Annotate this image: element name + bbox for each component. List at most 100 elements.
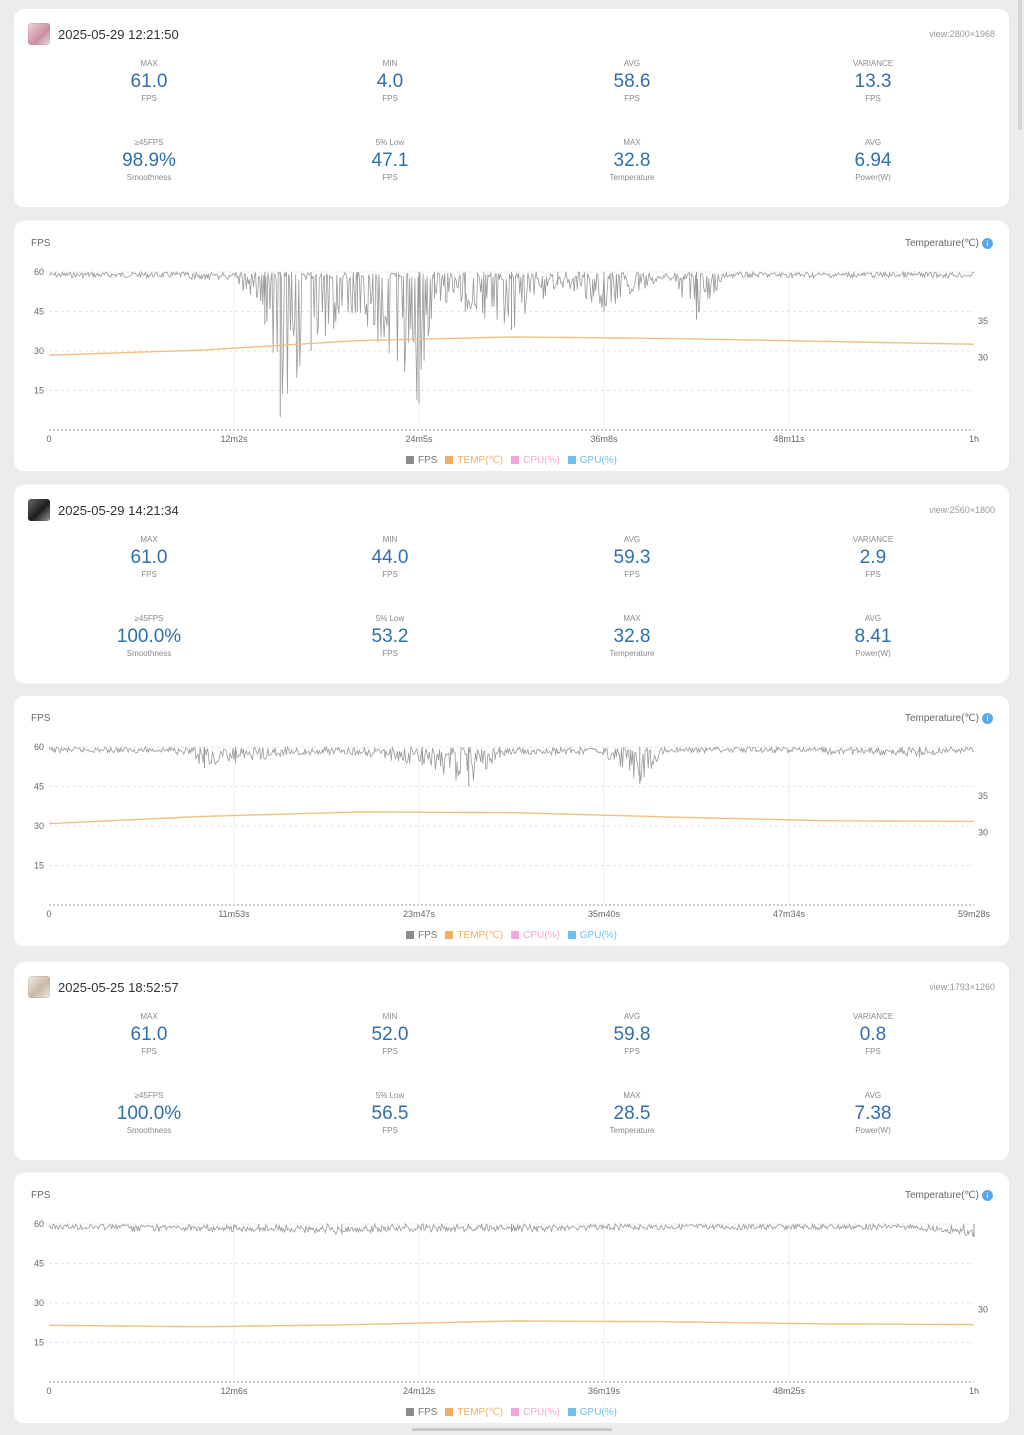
stat-label: MIN [382, 59, 398, 68]
legend-label: FPS [417, 929, 438, 941]
legend-swatch [511, 1408, 520, 1416]
legend-label: TEMP(℃) [457, 929, 504, 941]
stat-label: 5% Low [375, 1091, 405, 1100]
stat-label: 5% Low [375, 138, 405, 147]
stat-unit: FPS [624, 94, 640, 103]
stat-value: 32.8 [613, 626, 651, 647]
x-tick-label: 0 [46, 909, 51, 919]
stat-item: AVG 59.8 FPS [552, 1012, 712, 1057]
stat-item: 5% Low 47.1 FPS [310, 138, 470, 183]
stat-label: VARIANCE [852, 1012, 894, 1021]
stat-item: MAX 28.5 Temperature [552, 1091, 712, 1136]
stat-value: 61.0 [130, 1024, 168, 1045]
stat-unit: Temperature [609, 649, 655, 658]
stat-value: 98.9% [122, 150, 176, 171]
stat-unit: Power(W) [855, 1126, 891, 1135]
info-icon[interactable]: i [982, 713, 993, 724]
legend-item[interactable]: TEMP(℃) [445, 930, 503, 941]
legend-label: CPU(%) [523, 454, 560, 466]
stat-unit: FPS [624, 570, 640, 579]
stat-label: MIN [382, 1012, 398, 1021]
legend-label: CPU(%) [523, 1406, 560, 1418]
chart-legend: FPS TEMP(℃) CPU(%) GPU(%) [14, 930, 1009, 943]
scrollbar-thumb[interactable] [1018, 0, 1022, 130]
session-header: 2025-05-29 14:21:34 [28, 499, 179, 521]
session-datetime: 2025-05-29 14:21:34 [58, 502, 179, 518]
x-tick-label: 48m25s [773, 1386, 806, 1396]
y-tick-label: 15 [34, 386, 44, 396]
stat-label: MIN [382, 535, 398, 544]
legend-label: CPU(%) [523, 929, 560, 941]
stat-label: ≥45FPS [134, 1091, 164, 1100]
legend-item[interactable]: CPU(%) [511, 930, 560, 941]
stat-value: 59.3 [613, 547, 651, 568]
legend-item[interactable]: CPU(%) [511, 1407, 560, 1418]
legend-swatch [567, 456, 576, 464]
stat-unit: FPS [865, 94, 881, 103]
view-resolution: view:2560×1800 [929, 505, 995, 515]
stat-unit: FPS [865, 570, 881, 579]
stat-value: 8.41 [854, 626, 892, 647]
stat-unit: FPS [382, 94, 398, 103]
stat-unit: Power(W) [855, 649, 891, 658]
legend-swatch [405, 931, 414, 939]
legend-swatch [445, 1408, 454, 1416]
legend-item[interactable]: CPU(%) [511, 455, 560, 466]
x-tick-label: 35m40s [588, 909, 621, 919]
stat-label: MAX [140, 535, 158, 544]
stat-value: 6.94 [854, 150, 892, 171]
stat-value: 44.0 [371, 547, 409, 568]
x-tick-label: 0 [46, 434, 51, 444]
stat-value: 47.1 [371, 150, 409, 171]
stat-item: MAX 32.8 Temperature [552, 138, 712, 183]
character-avatar-dark [28, 499, 50, 521]
legend-item[interactable]: FPS [405, 929, 438, 941]
chart-left-title: FPS [31, 1190, 51, 1201]
character-avatar-pink [28, 23, 50, 45]
y-tick-label: 30 [34, 346, 44, 356]
session-stats-card: 2025-05-29 14:21:34 view:2560×1800 MAX 61… [14, 485, 1009, 683]
legend-label: GPU(%) [579, 454, 618, 466]
legend-item[interactable]: GPU(%) [567, 930, 617, 941]
info-icon[interactable]: i [982, 1190, 993, 1201]
info-icon[interactable]: i [982, 238, 993, 249]
stat-value: 2.9 [859, 547, 887, 568]
session-chart-card: FPS Temperature(℃) i 60 45 30 15 0 12m2s 24m5s… [14, 221, 1009, 471]
x-tick-label: 36m8s [590, 434, 618, 444]
chart-right-title: Temperature(℃) [904, 713, 979, 724]
stat-label: MAX [623, 1091, 641, 1100]
y-tick-label: 60 [34, 742, 44, 752]
temp-tick-label: 35 [978, 791, 988, 801]
legend-item[interactable]: FPS [405, 1407, 437, 1418]
session-header: 2025-05-29 12:21:50 [28, 23, 179, 45]
session-chart-card: FPS Temperature(℃) i 60 45 30 15 0 11m53s 23m4… [14, 696, 1009, 946]
stat-value: 52.0 [371, 1024, 409, 1045]
stat-unit: Temperature [609, 1126, 655, 1135]
legend-item[interactable]: TEMP(℃) [445, 1407, 503, 1418]
stat-value: 0.8 [859, 1024, 887, 1045]
legend-item[interactable]: FPS [405, 455, 437, 466]
y-tick-label: 60 [34, 267, 44, 277]
session-datetime: 2025-05-25 18:52:57 [58, 979, 179, 995]
stat-label: AVG [864, 614, 882, 623]
stat-item: MAX 61.0 FPS [69, 59, 229, 104]
x-tick-label: 1h [969, 434, 979, 444]
stat-unit: FPS [382, 570, 398, 579]
stat-value: 56.5 [371, 1103, 409, 1124]
stat-unit: Temperature [609, 173, 655, 182]
x-tick-label: 24m5s [405, 434, 433, 444]
legend-item[interactable]: GPU(%) [567, 1407, 617, 1418]
fps-chart: 60 45 30 15 0 11m53s 23m47s 35m40s 47m34s 59m28s 3… [34, 742, 991, 919]
session-chart-card: FPS Temperature(℃) i 60 45 30 15 0 12m6s 24m12… [14, 1173, 1009, 1423]
legend-item[interactable]: GPU(%) [567, 454, 618, 466]
stat-unit: FPS [382, 1126, 398, 1135]
stat-label: VARIANCE [852, 59, 894, 68]
legend-item[interactable]: TEMP(℃) [445, 455, 503, 466]
y-tick-label: 45 [34, 307, 44, 317]
temp-series-line [48, 336, 974, 356]
stat-label: AVG [864, 138, 882, 147]
stat-value: 100.0% [116, 626, 182, 647]
legend-swatch [445, 456, 454, 464]
home-indicator [412, 1428, 612, 1431]
stat-label: MAX [140, 1012, 158, 1021]
